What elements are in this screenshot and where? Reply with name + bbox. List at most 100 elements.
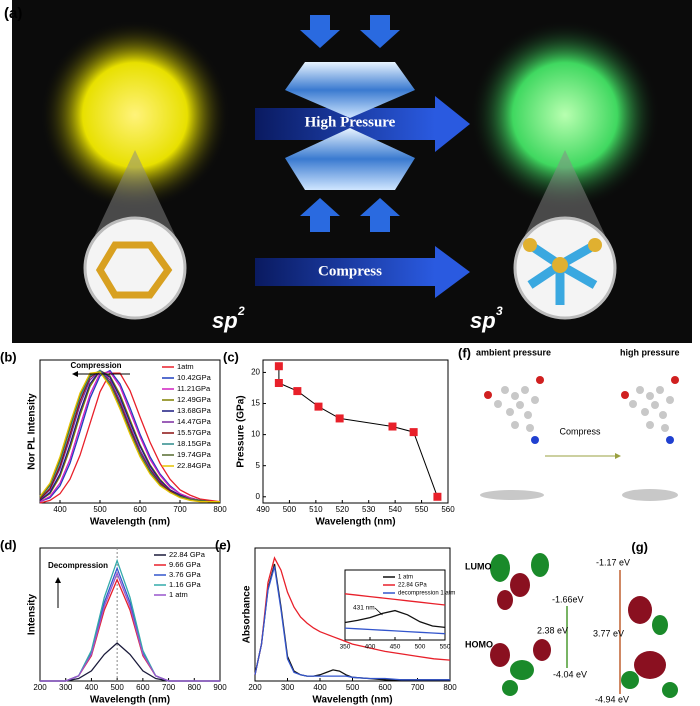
annotation-arrow: [374, 607, 383, 616]
legend-label: 22.84 GPa: [169, 550, 206, 559]
chart: 350 400 450 500 550 1 atm 22.84 GPa decompressi…: [340, 569, 455, 651]
panel-label: (f): [458, 345, 471, 360]
arrow-head: [435, 246, 470, 298]
zoom-cone: [95, 150, 175, 235]
point: [274, 379, 283, 388]
panel-label: (d): [0, 537, 17, 552]
panel-label: (c): [223, 349, 239, 364]
legend-label: 3.76 GPa: [169, 570, 202, 579]
x-tick-label: 530: [362, 505, 376, 514]
plot-frame: [39, 547, 221, 682]
arrow-head: [72, 371, 78, 377]
energy-label: 2.38 eV: [537, 625, 568, 635]
atom: [523, 238, 537, 252]
orbital-label: HOMO: [465, 639, 493, 649]
point: [293, 387, 302, 396]
chart: 490 500 510 520 530 540 550 56005101520Waveleng…: [223, 349, 455, 527]
arrow-head: [435, 96, 470, 152]
series-line: [254, 556, 451, 675]
panel-label: (g): [631, 539, 648, 554]
molecule: [480, 386, 678, 501]
x-tick-label: 700: [162, 683, 176, 692]
x-tick-label: 550: [415, 505, 429, 514]
atom: [552, 257, 568, 273]
x-tick-label: 520: [336, 505, 350, 514]
chart: 200 300 400 500 600 700 800 900 Wavelength (nm) I…: [0, 537, 227, 705]
x-tick-label: 600: [378, 683, 392, 692]
annotation: 431 nm: [353, 605, 375, 612]
press-arrow: [360, 198, 400, 232]
sp2-label: sp: [212, 308, 238, 333]
y-tick-label: 20: [251, 368, 260, 377]
legend-label: 11.21GPa: [177, 384, 211, 393]
nitrogen: [531, 436, 539, 444]
legend-label: 1atm: [177, 362, 194, 371]
arrow-label: High Pressure: [305, 114, 396, 130]
panel-label: (b): [0, 349, 17, 364]
x-axis-label: Wavelength (nm): [315, 517, 395, 528]
sp3-glow: [470, 20, 660, 210]
x-axis-label: Wavelength (nm): [312, 695, 392, 706]
x-tick-label: 300: [59, 683, 73, 692]
press-arrow: [360, 15, 400, 48]
arrow-head: [55, 577, 61, 583]
legend-label: 1 atm: [398, 575, 413, 581]
annotation: Decompression: [48, 561, 108, 570]
sp2-sup: 2: [237, 304, 245, 318]
point: [433, 492, 442, 501]
x-tick-label: 600: [133, 505, 147, 514]
arrow-body: [255, 258, 435, 286]
legend-label: 15.57GPa: [177, 428, 212, 437]
plot-frame: [262, 359, 449, 504]
x-tick-label: 200: [248, 683, 262, 692]
legend-label: 12.49GPa: [177, 395, 212, 404]
annotation: Compression: [70, 361, 121, 370]
legend-label: 1 atm: [169, 590, 188, 599]
legend-label: 1.16 GPa: [169, 580, 202, 589]
nitrogen: [666, 436, 674, 444]
x-axis-label: Wavelength (nm): [90, 517, 170, 528]
x-tick-label: 490: [256, 505, 270, 514]
y-tick-label: 15: [251, 399, 260, 408]
panel-title: ambient pressure: [476, 347, 551, 357]
diamond-bottom: [285, 128, 415, 190]
panel-title: high pressure: [620, 347, 680, 357]
point: [335, 414, 344, 423]
x-tick-label: 800: [213, 505, 227, 514]
x-tick-label: 400: [365, 644, 376, 651]
y-tick-label: 5: [256, 461, 261, 470]
series-line: [39, 371, 220, 503]
y-axis-label: Absorbance: [242, 585, 253, 643]
x-tick-label: 560: [441, 505, 455, 514]
x-tick-label: 510: [309, 505, 323, 514]
press-arrow: [300, 15, 340, 48]
legend-label: 10.42GPa: [177, 373, 212, 382]
orbitals: [490, 553, 678, 698]
legend-label: 22.84GPa: [177, 461, 212, 470]
oxygen: [536, 376, 544, 384]
zoom-cone: [525, 150, 605, 235]
panel-g: (g) LUMO HOMO -1.66eV 2.38 eV -4.04 eV -…: [465, 539, 678, 704]
y-tick-label: 0: [256, 492, 261, 501]
x-tick-label: 500: [283, 505, 297, 514]
arrow-label: Compress: [559, 426, 601, 436]
energy-label: -1.66eV: [552, 594, 584, 604]
oxygen: [484, 391, 492, 399]
x-tick-label: 450: [390, 644, 401, 651]
chart: 400 500 600 700 800 Wavelength (nm) Nor PL Int…: [0, 349, 227, 527]
x-tick-label: 400: [85, 683, 99, 692]
x-tick-label: 500: [93, 505, 107, 514]
x-tick-label: 900: [213, 683, 227, 692]
x-axis-label: Wavelength (nm): [90, 695, 170, 706]
press-arrow: [300, 198, 340, 232]
sp2-glow: [40, 20, 230, 210]
y-axis-label: Pressure (GPa): [236, 395, 247, 467]
atom: [588, 238, 602, 252]
y-axis-label: Nor PL Intensity: [27, 393, 38, 470]
series-line: [344, 609, 446, 629]
energy-label: -1.17 eV: [596, 557, 630, 567]
x-tick-label: 500: [110, 683, 124, 692]
x-tick-label: 400: [313, 683, 327, 692]
series-line: [344, 627, 446, 635]
